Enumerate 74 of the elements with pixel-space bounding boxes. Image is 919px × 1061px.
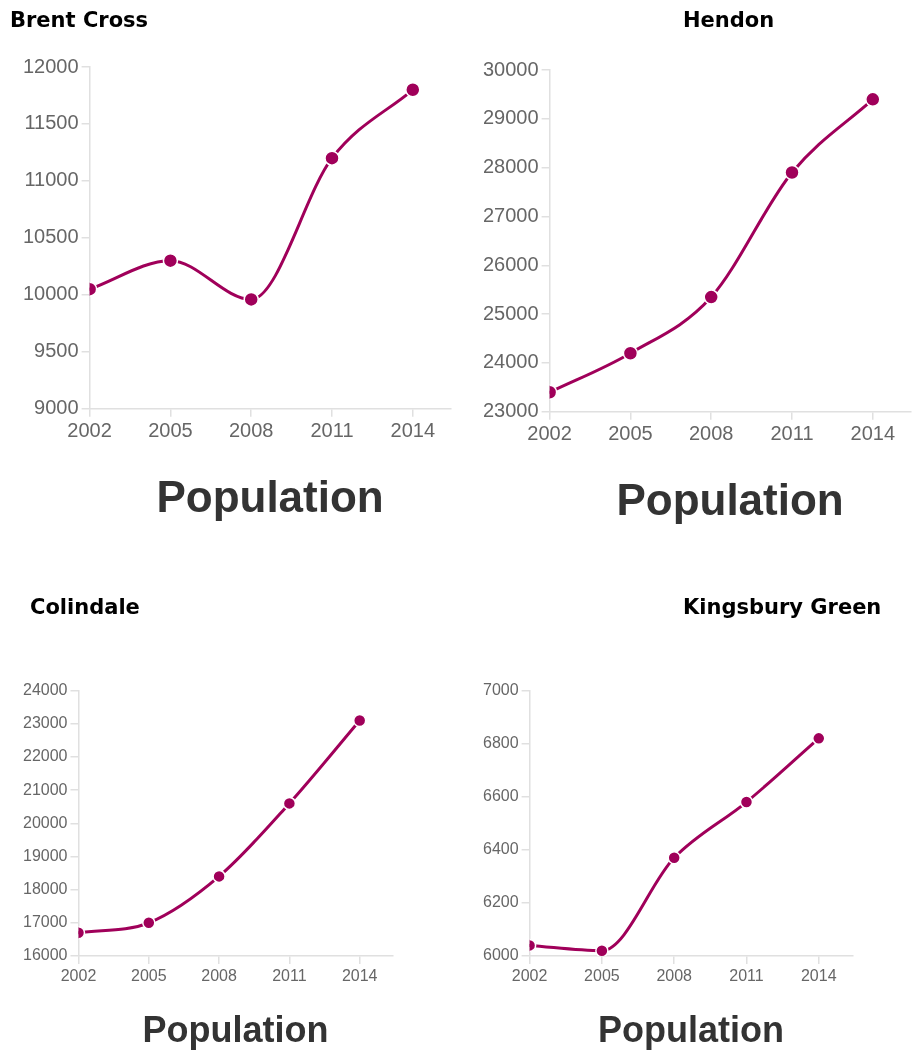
point bbox=[595, 943, 609, 956]
y-tick-label: 30000 bbox=[482, 57, 539, 80]
x-axis-title: Population bbox=[142, 1009, 329, 1051]
y-tick-label: 11000 bbox=[24, 168, 79, 191]
point bbox=[282, 796, 297, 811]
x-tick-label: 2008 bbox=[688, 422, 734, 445]
y-tick-label: 6200 bbox=[483, 893, 519, 911]
y-tick-label: 6400 bbox=[483, 840, 519, 858]
point bbox=[739, 795, 754, 809]
x-axis-title: Population bbox=[598, 1009, 785, 1051]
point bbox=[784, 164, 800, 181]
chart-title: Colindale bbox=[30, 595, 140, 619]
point bbox=[162, 252, 179, 269]
x-tick-label: 2002 bbox=[67, 419, 112, 442]
x-tick-label: 2014 bbox=[850, 422, 896, 445]
y-tick-label: 28000 bbox=[482, 155, 539, 178]
point bbox=[243, 291, 259, 308]
x-tick-label: 2011 bbox=[729, 967, 764, 985]
x-tick-label: 2005 bbox=[148, 419, 193, 442]
y-tick-label: 19000 bbox=[22, 846, 68, 864]
point bbox=[405, 82, 421, 98]
y-tick-label: 24000 bbox=[482, 350, 539, 373]
chart-title: Hendon bbox=[683, 8, 775, 32]
y-tick-label: 23000 bbox=[22, 714, 68, 732]
y-tick-label: 10500 bbox=[22, 225, 79, 248]
x-tick-label: 2005 bbox=[608, 422, 653, 445]
x-tick-label: 2014 bbox=[390, 419, 436, 442]
y-tick-label: 6000 bbox=[483, 946, 519, 964]
y-tick-label: 25000 bbox=[482, 301, 539, 324]
point bbox=[212, 869, 226, 884]
point bbox=[142, 916, 156, 930]
y-tick-label: 18000 bbox=[22, 880, 68, 898]
x-tick-label: 2005 bbox=[584, 967, 620, 985]
point bbox=[622, 345, 639, 361]
x-tick-label: 2014 bbox=[800, 967, 837, 985]
point bbox=[352, 713, 367, 728]
y-tick-label: 9500 bbox=[34, 339, 79, 362]
y-tick-label: 26000 bbox=[482, 252, 539, 275]
y-tick-label: 11500 bbox=[24, 111, 79, 134]
x-axis-title: Population bbox=[156, 471, 384, 521]
x-tick-label: 2011 bbox=[770, 422, 814, 445]
x-tick-label: 2014 bbox=[341, 967, 378, 985]
y-tick-label: 21000 bbox=[22, 780, 68, 798]
y-tick-label: 22000 bbox=[22, 747, 68, 765]
x-tick-label: 2008 bbox=[201, 967, 237, 985]
y-tick-label: 6600 bbox=[483, 787, 519, 805]
x-tick-label: 2008 bbox=[228, 419, 274, 442]
y-tick-label: 6800 bbox=[483, 734, 519, 752]
y-tick-label: 27000 bbox=[482, 204, 539, 226]
point bbox=[865, 91, 881, 108]
y-tick-label: 29000 bbox=[482, 106, 539, 129]
x-tick-label: 2002 bbox=[527, 422, 572, 445]
point bbox=[324, 150, 340, 166]
x-tick-label: 2005 bbox=[131, 967, 167, 985]
x-tick-label: 2008 bbox=[656, 967, 693, 985]
chart-title: Brent Cross bbox=[10, 8, 149, 32]
y-tick-label: 17000 bbox=[22, 913, 68, 931]
x-tick-label: 2002 bbox=[60, 967, 97, 985]
x-axis-title: Population bbox=[616, 474, 844, 524]
chart-title: Kingsbury Green bbox=[683, 595, 882, 619]
y-tick-label: 7000 bbox=[483, 681, 519, 699]
point bbox=[667, 851, 681, 865]
y-tick-label: 12000 bbox=[22, 54, 79, 77]
point bbox=[703, 289, 719, 305]
y-tick-label: 24000 bbox=[22, 681, 68, 699]
y-tick-label: 10000 bbox=[22, 282, 79, 305]
y-tick-label: 16000 bbox=[22, 946, 68, 964]
y-tick-label: 23000 bbox=[482, 399, 539, 422]
x-tick-label: 2011 bbox=[272, 967, 307, 985]
x-tick-label: 2002 bbox=[511, 967, 548, 985]
y-tick-label: 9000 bbox=[34, 396, 79, 419]
point bbox=[812, 731, 826, 746]
x-tick-label: 2011 bbox=[310, 419, 354, 442]
y-tick-label: 20000 bbox=[22, 813, 68, 831]
